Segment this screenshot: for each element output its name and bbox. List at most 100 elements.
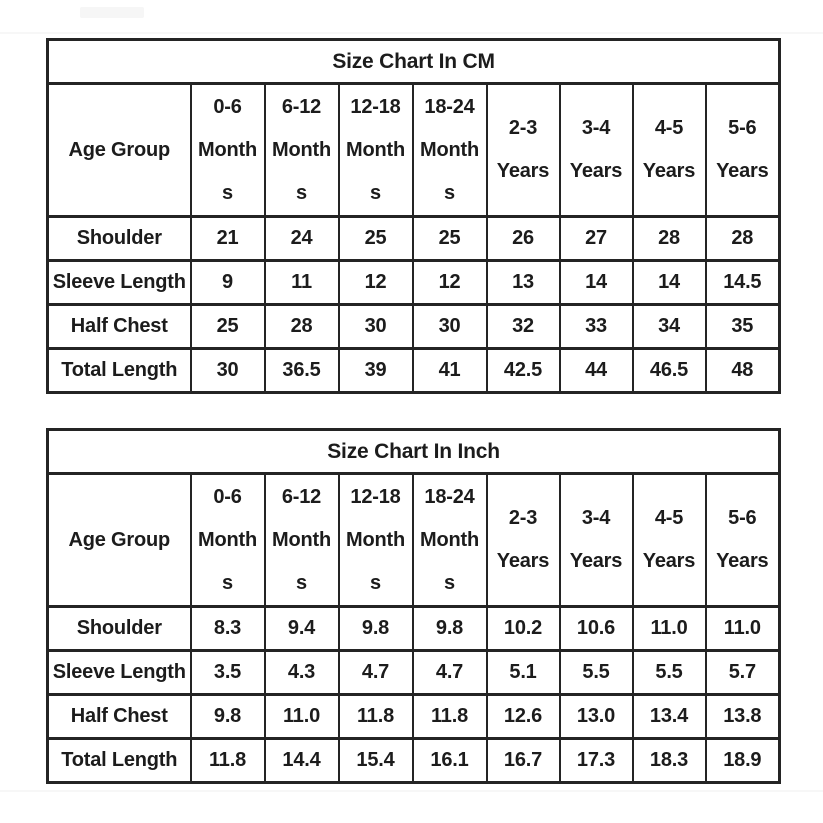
- value-cell: 14: [631, 259, 707, 306]
- column-header-line: 3-4: [581, 117, 611, 139]
- value-cell: 9.8: [189, 693, 266, 740]
- column-header-row: Age Group 0-6 Month s 6-12 Month s 12-18…: [46, 472, 781, 608]
- column-header-line: 18-24: [424, 95, 475, 118]
- value-cell: 34: [631, 303, 707, 350]
- column-header-line: 4-5: [654, 507, 684, 529]
- column-header-line: Month: [346, 138, 405, 161]
- value-cell: 12: [411, 259, 488, 306]
- column-header: 3-4 Years: [558, 472, 634, 608]
- column-header-row: Age Group 0-6 Month s 6-12 Month s 12-18…: [46, 82, 781, 218]
- value-cell: 11: [263, 259, 340, 306]
- value-cell: 36.5: [263, 347, 340, 394]
- column-header: 3-4 Years: [558, 82, 634, 218]
- column-header-line: Month: [272, 528, 331, 551]
- value-cell: 4.3: [263, 649, 340, 696]
- value-cell: 30: [189, 347, 266, 394]
- table-title-row: Size Chart In Inch: [46, 428, 781, 475]
- column-header-line: 3-4: [581, 507, 611, 529]
- value-cell: 25: [189, 303, 266, 350]
- column-header-line: Years: [642, 160, 696, 182]
- column-header-line: Years: [716, 160, 769, 182]
- value-cell: 15.4: [337, 737, 414, 784]
- column-header-line: s: [444, 571, 455, 594]
- column-header: 4-5 Years: [631, 472, 707, 608]
- value-cell: 13.4: [631, 693, 707, 740]
- value-cell: 18.3: [631, 737, 707, 784]
- column-header-line: 5-6: [728, 117, 757, 139]
- value-cell: 16.7: [485, 737, 561, 784]
- value-cell: 35: [704, 303, 781, 350]
- value-cell: 25: [411, 215, 488, 262]
- column-header-line: Years: [642, 550, 696, 572]
- value-cell: 39: [337, 347, 414, 394]
- column-header-line: 6-12: [281, 95, 322, 118]
- value-cell: 4.7: [337, 649, 414, 696]
- value-cell: 4.7: [411, 649, 488, 696]
- column-header-line: s: [370, 571, 381, 594]
- table-row: Shoulder 21 24 25 25 26 27 28 28: [46, 215, 781, 262]
- size-chart-inch-table: Size Chart In Inch Age Group 0-6 Month s…: [46, 428, 782, 784]
- size-chart-cm-table: Size Chart In CM Age Group 0-6 Month s 6…: [46, 38, 782, 394]
- value-cell: 9.4: [263, 605, 340, 652]
- value-cell: 9: [189, 259, 266, 306]
- table-row: Total Length 11.8 14.4 15.4 16.1 16.7 17…: [46, 737, 781, 784]
- value-cell: 11.0: [631, 605, 707, 652]
- ghost-line-bottom: [0, 790, 823, 792]
- column-header-line: Years: [569, 160, 623, 182]
- column-header: 12-18 Month s: [337, 472, 414, 608]
- table-row: Half Chest 9.8 11.0 11.8 11.8 12.6 13.0 …: [46, 693, 781, 740]
- row-label: Shoulder: [46, 215, 192, 262]
- age-group-header: Age Group: [46, 82, 192, 218]
- column-header-line: 2-3: [508, 507, 538, 529]
- value-cell: 46.5: [631, 347, 707, 394]
- table-row: Total Length 30 36.5 39 41 42.5 44 46.5 …: [46, 347, 781, 394]
- column-header-line: 12-18: [350, 95, 401, 118]
- value-cell: 5.5: [631, 649, 707, 696]
- value-cell: 11.8: [411, 693, 488, 740]
- column-header-line: 2-3: [508, 117, 538, 139]
- value-cell: 44: [558, 347, 634, 394]
- column-header: 18-24 Month s: [411, 472, 488, 608]
- row-label: Half Chest: [46, 303, 192, 350]
- value-cell: 32: [485, 303, 561, 350]
- value-cell: 10.6: [558, 605, 634, 652]
- column-header: 2-3 Years: [485, 472, 561, 608]
- column-header: 6-12 Month s: [263, 82, 340, 218]
- table-row: Sleeve Length 3.5 4.3 4.7 4.7 5.1 5.5 5.…: [46, 649, 781, 696]
- value-cell: 28: [631, 215, 707, 262]
- column-header: 2-3 Years: [485, 82, 561, 218]
- column-header-line: s: [444, 181, 455, 204]
- value-cell: 27: [558, 215, 634, 262]
- value-cell: 13.8: [704, 693, 781, 740]
- column-header: 0-6 Month s: [189, 82, 266, 218]
- column-header-line: s: [296, 571, 307, 594]
- column-header-line: Years: [496, 160, 550, 182]
- value-cell: 13: [485, 259, 561, 306]
- value-cell: 14.5: [704, 259, 781, 306]
- value-cell: 14: [558, 259, 634, 306]
- value-cell: 9.8: [337, 605, 414, 652]
- value-cell: 11.0: [263, 693, 340, 740]
- column-header-line: s: [222, 571, 233, 594]
- column-header: 6-12 Month s: [263, 472, 340, 608]
- column-header-line: Month: [272, 138, 331, 161]
- column-header-line: Years: [496, 550, 550, 572]
- column-header-line: Years: [569, 550, 623, 572]
- row-label: Sleeve Length: [46, 649, 192, 696]
- value-cell: 5.7: [704, 649, 781, 696]
- value-cell: 8.3: [189, 605, 266, 652]
- value-cell: 33: [558, 303, 634, 350]
- row-label: Total Length: [46, 737, 192, 784]
- table-row: Sleeve Length 9 11 12 12 13 14 14 14.5: [46, 259, 781, 306]
- column-header-line: 12-18: [350, 485, 401, 508]
- column-header-line: s: [222, 181, 233, 204]
- value-cell: 30: [411, 303, 488, 350]
- column-header-line: 18-24: [424, 485, 475, 508]
- value-cell: 5.5: [558, 649, 634, 696]
- table-title-row: Size Chart In CM: [46, 38, 781, 85]
- row-label: Total Length: [46, 347, 192, 394]
- row-label: Sleeve Length: [46, 259, 192, 306]
- value-cell: 11.8: [189, 737, 266, 784]
- column-header: 12-18 Month s: [337, 82, 414, 218]
- column-header-line: Month: [346, 528, 405, 551]
